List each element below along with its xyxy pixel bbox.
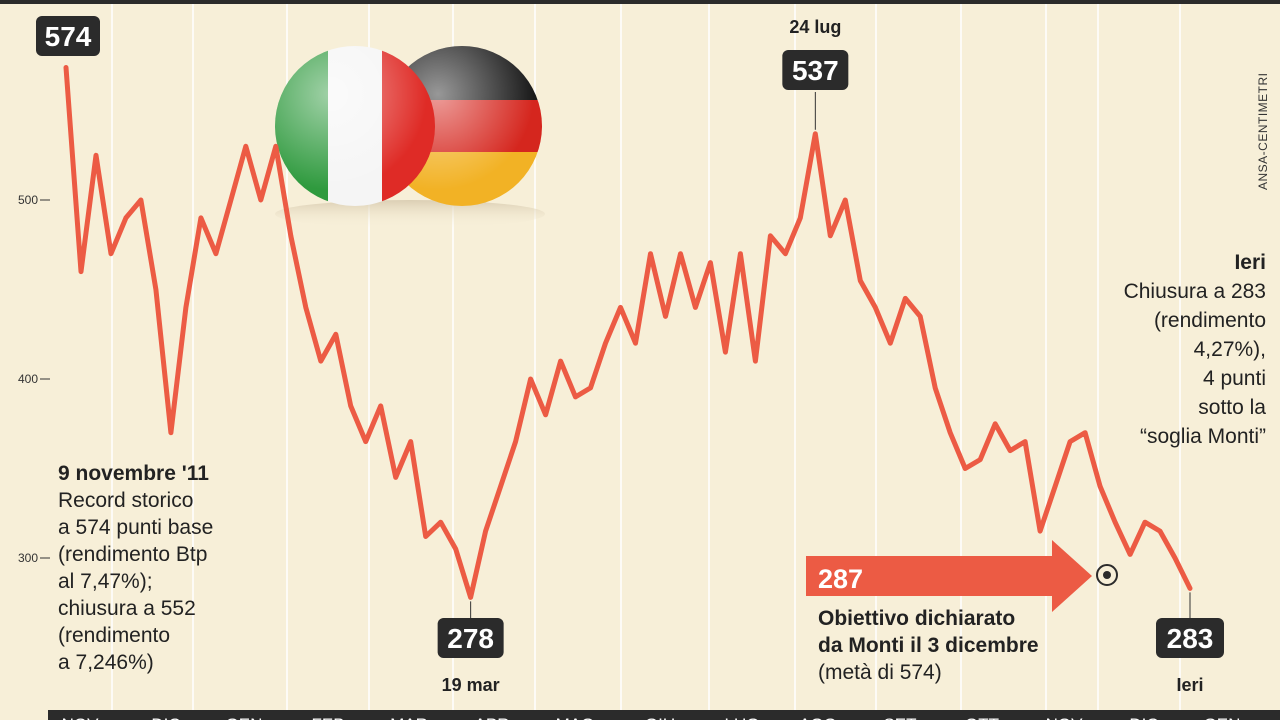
last-value: 283	[1167, 623, 1214, 654]
target-arrow: 287	[806, 540, 1092, 612]
target-line: da Monti il 3 dicembre	[818, 634, 1039, 657]
spread-series-line	[63, 65, 1193, 600]
low-box	[437, 618, 504, 658]
target-annotation: Obiettivo dichiarato da Monti il 3 dicem…	[818, 605, 1118, 686]
last-box	[1156, 618, 1224, 658]
target-line: Obiettivo dichiarato	[818, 607, 1016, 630]
yesterday-line: 4,27%),	[1193, 338, 1266, 361]
yesterday-line: Chiusura a 283	[1123, 280, 1266, 303]
last-date: Ieri	[1176, 675, 1203, 695]
record-annotation: 9 novembre '11 Record storico a 574 punt…	[58, 460, 298, 676]
record-line: (rendimento Btp	[58, 543, 208, 566]
y-tick-label: 500	[18, 193, 38, 207]
max-start-box	[36, 16, 100, 56]
record-line: Record storico	[58, 489, 194, 512]
source-credit: ANSA-CENTIMETRI	[1256, 72, 1270, 190]
x-tick-label: OTT	[965, 715, 999, 720]
yesterday-line: sotto la	[1198, 396, 1266, 419]
x-tick-label: MAG	[556, 715, 595, 720]
yesterday-line: 4 punti	[1202, 367, 1266, 390]
x-tick-label: AGO	[799, 715, 837, 720]
x-tick-label: LUG	[725, 715, 760, 720]
target-marker-icon	[1096, 564, 1118, 586]
low-date: 19 mar	[442, 675, 500, 695]
x-tick-label: GEN	[226, 715, 263, 720]
x-tick-label: APR	[475, 715, 510, 720]
yesterday-line: (rendimento	[1153, 309, 1266, 332]
record-annotation-head: 9 novembre '11	[58, 462, 209, 485]
x-axis-bar	[48, 710, 1280, 720]
yesterday-annotation: Ieri Chiusura a 283 (rendimento 4,27%), …	[1066, 248, 1266, 451]
record-line: chiusura a 552	[58, 597, 196, 620]
peak-box	[782, 50, 849, 90]
record-line: a 574 punti base	[58, 516, 214, 539]
flags-shadow	[275, 200, 545, 228]
x-tick-label: MAR	[390, 715, 428, 720]
x-tick-label: DIC	[1129, 715, 1158, 720]
y-tick-label: 400	[18, 372, 38, 386]
peak-date: 24 lug	[789, 17, 841, 37]
max-start-value: 574	[45, 21, 92, 52]
top-rule	[0, 0, 1280, 4]
x-tick-label: FEB	[311, 715, 344, 720]
record-line: a 7,246%)	[58, 651, 154, 674]
peak-value: 537	[792, 55, 839, 86]
x-tick-label: NOV	[62, 715, 100, 720]
value-callouts: 574 537 24 lug 278 19 mar 283 Ieri	[36, 16, 1224, 695]
yesterday-line: “soglia Monti”	[1139, 425, 1266, 448]
yesterday-annotation-head: Ieri	[1234, 251, 1266, 274]
low-value: 278	[447, 623, 494, 654]
record-line: (rendimento	[58, 624, 171, 647]
x-tick-label: GEN	[1204, 715, 1241, 720]
y-tick-label: 300	[18, 551, 38, 565]
x-tick-label: SET	[883, 715, 916, 720]
x-tick-label: GIU	[645, 715, 675, 720]
record-line: al 7,47%);	[58, 570, 153, 593]
x-tick-label: DIC	[151, 715, 180, 720]
x-tick-label: NOV	[1046, 715, 1084, 720]
target-note: (metà di 574)	[818, 661, 942, 684]
y-axis: 300 400 500	[18, 193, 50, 565]
target-value: 287	[818, 564, 863, 594]
